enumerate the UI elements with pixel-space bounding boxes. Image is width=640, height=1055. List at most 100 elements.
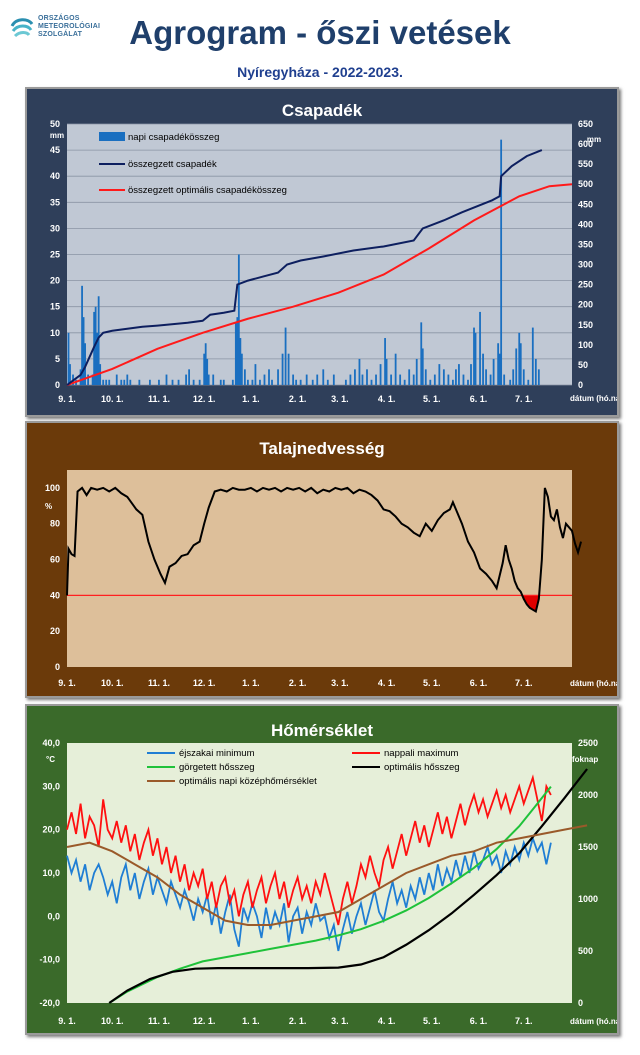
x-tick-label: 1. 1. <box>242 1016 260 1026</box>
precip-cumulative-line <box>66 149 543 386</box>
precip-left-tick: 45 <box>50 145 60 155</box>
precip-daily-bar <box>171 379 174 385</box>
precip-right-tick: 200 <box>578 300 593 310</box>
precip-daily-bar <box>522 369 525 385</box>
precip-right-tick: 0 <box>578 380 583 390</box>
temperature-panel: Hőmérséklet -20,0 -10,0 0,0 10,0 20,0 30,0 40,… <box>25 704 619 1035</box>
precip-daily-bar <box>263 374 266 385</box>
soil-moisture-line <box>66 486 583 614</box>
precip-daily-bar <box>390 374 393 385</box>
x-tick-label: 10. 1. <box>101 1016 124 1026</box>
soil-y-tick: 60 <box>50 555 60 565</box>
precipitation-panel: Csapadék 0 5 10 15 20 25 30 35 40 45 50 0 50 100 150 20… <box>25 87 619 417</box>
precip-daily-bar <box>138 379 141 385</box>
precip-left-unit: mm <box>50 131 64 140</box>
temp-left-tick: 10,0 <box>42 868 60 878</box>
soil-y-tick: 20 <box>50 626 60 636</box>
x-tick-label: 9. 1. <box>58 678 76 688</box>
legend-daily-precip: napi csapadékösszeg <box>128 132 219 143</box>
precip-xlabel: dátum (hó.nap) <box>570 394 617 403</box>
precip-daily-bar <box>268 369 270 385</box>
precip-daily-bar <box>231 379 234 385</box>
precip-right-tick: 300 <box>578 260 593 270</box>
soil-chart-title: Talajnedvesség <box>259 439 384 458</box>
x-tick-label: 11. 1. <box>148 678 170 688</box>
precip-daily-bar <box>84 343 86 385</box>
precip-daily-bar <box>149 379 151 385</box>
x-tick-label: 12. 1. <box>193 678 216 688</box>
precip-left-tick: 40 <box>50 171 60 181</box>
x-tick-label: 4. 1. <box>378 394 396 404</box>
precip-daily-bar <box>234 322 237 385</box>
precip-daily-bar <box>500 139 503 385</box>
temperature-chart: Hőmérséklet -20,0 -10,0 0,0 10,0 20,0 30,0 40,… <box>27 706 617 1033</box>
x-tick-label: 9. 1. <box>58 394 76 404</box>
temp-rolling-heat-sum-line <box>108 786 552 1004</box>
precip-right-tick: 350 <box>578 239 593 249</box>
precip-daily-bar <box>251 379 254 385</box>
precip-daily-bar <box>482 353 484 385</box>
precip-daily-bar <box>384 338 386 385</box>
precip-daily-bar <box>429 379 432 385</box>
temp-left-unit: °C <box>46 755 55 764</box>
precip-left-tick: 10 <box>50 328 60 338</box>
precip-daily-bar <box>433 374 436 385</box>
x-tick-label: 11. 1. <box>148 1016 170 1026</box>
precip-right-tick: 600 <box>578 139 593 149</box>
precip-daily-bar <box>447 374 450 385</box>
precip-daily-bar <box>458 364 460 385</box>
x-tick-label: 12. 1. <box>193 1016 216 1026</box>
precip-daily-bar <box>379 364 382 385</box>
precip-daily-bar <box>299 379 302 385</box>
temp-left-tick: 30,0 <box>42 781 60 791</box>
precip-daily-bar <box>470 364 472 385</box>
x-tick-label: 6. 1. <box>470 394 488 404</box>
precip-daily-bar <box>305 374 308 385</box>
precip-daily-bar <box>237 254 240 385</box>
precip-daily-bar <box>254 364 257 385</box>
precip-daily-bar <box>452 379 454 385</box>
precip-daily-bar <box>473 327 475 385</box>
precip-daily-bar <box>239 338 242 385</box>
logo-line-1: ORSZÁGOS <box>38 15 80 22</box>
precip-chart-title: Csapadék <box>282 101 363 120</box>
temp-right-unit: foknap <box>572 755 598 764</box>
precip-daily-bar <box>206 358 209 385</box>
precip-daily-bar <box>479 311 481 385</box>
x-tick-label: 10. 1. <box>101 678 124 688</box>
precip-daily-bar <box>96 332 99 385</box>
precip-daily-bar <box>97 296 100 385</box>
legend-swatch-daily-precip <box>99 132 125 141</box>
temp-optimal-heat-sum-line <box>108 768 588 1004</box>
precip-daily-bar <box>120 379 123 385</box>
x-tick-label: 5. 1. <box>423 394 441 404</box>
precip-daily-bar <box>519 343 522 385</box>
temp-xlabel: dátum (hó.nap) <box>570 1017 617 1026</box>
temp-left-tick: -10,0 <box>39 955 60 965</box>
precip-daily-bar <box>512 369 515 385</box>
temp-optimal-mean-line <box>66 824 588 926</box>
precip-daily-bar <box>366 369 368 385</box>
x-tick-label: 4. 1. <box>378 678 396 688</box>
soil-y-tick: 100 <box>45 483 60 493</box>
x-tick-label: 6. 1. <box>470 678 488 688</box>
precip-right-tick: 400 <box>578 219 593 229</box>
soil-deficit-area <box>520 595 541 612</box>
precip-daily-bar <box>415 358 418 385</box>
precip-daily-bar <box>81 285 83 385</box>
precip-daily-bar <box>534 358 537 385</box>
legend-optimal-cumulative: összegzett optimális csapadékösszeg <box>128 185 287 196</box>
temp-left-tick: 20,0 <box>42 825 60 835</box>
precip-daily-bar <box>277 369 279 385</box>
precip-daily-bar <box>236 317 239 385</box>
x-tick-label: 11. 1. <box>148 394 170 404</box>
precip-daily-bar <box>498 353 501 385</box>
x-tick-label: 9. 1. <box>58 1016 76 1026</box>
logo-line-2: METEOROLÓGIAI <box>38 23 101 30</box>
precip-daily-bar <box>158 379 160 385</box>
omsz-logo: ORSZÁGOS METEOROLÓGIAI SZOLGÁLAT <box>8 14 118 54</box>
precip-right-tick: 450 <box>578 199 593 209</box>
precip-daily-bar <box>108 379 111 385</box>
precip-daily-bar <box>99 364 102 385</box>
precip-daily-bar <box>105 379 108 385</box>
